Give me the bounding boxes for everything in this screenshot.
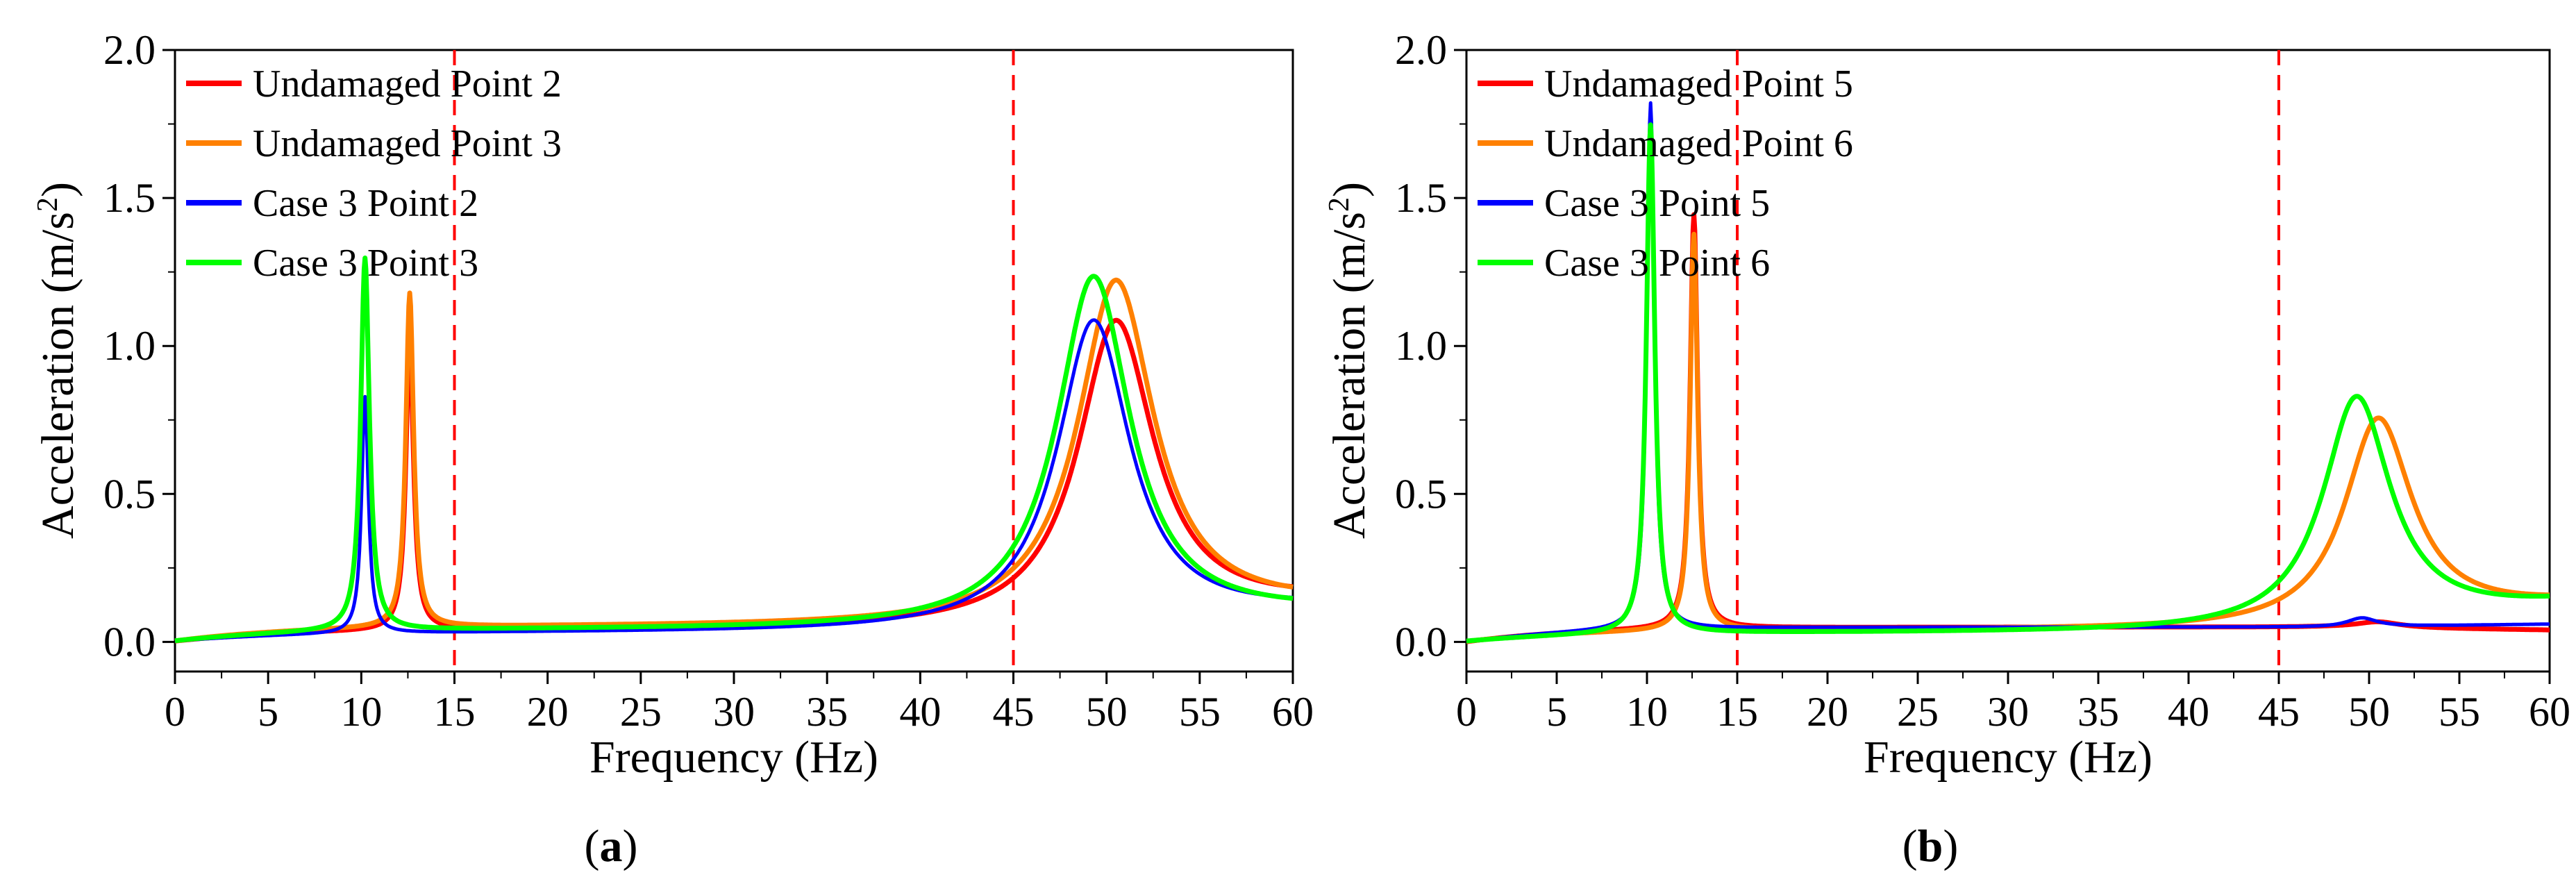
legend-label: Undamaged Point 3: [253, 122, 562, 165]
y-axis-title-main: Acceleration (m/s: [33, 212, 83, 539]
series-line: [1464, 122, 2552, 644]
x-tick-labels: 0 5 10 15 20 25 30 35 40 45 50 55 60: [165, 689, 1314, 735]
panel-b: 0 5 10 15 20 25 30 35 40 45 50 55 60 0.0 0.5 1.0 1.5 2.0…: [1323, 27, 2570, 872]
x-tick-label: 60: [1272, 689, 1314, 735]
y-tick-labels: 0.0 0.5 1.0 1.5 2.0: [1395, 27, 1447, 665]
reference-lines: [453, 50, 1015, 672]
y-axis-title-superscript: 2: [1323, 197, 1355, 212]
x-tick-label: 20: [527, 689, 569, 735]
x-tick-label: 15: [1716, 689, 1758, 735]
y-axis-title-superscript: 2: [32, 197, 64, 212]
y-axis-title-main: Acceleration (m/s: [1324, 212, 1375, 539]
legend: Undamaged Point 2 Undamaged Point 3 Case 3…: [186, 62, 562, 285]
x-tick-label: 40: [899, 689, 941, 735]
series-line: [173, 256, 1295, 644]
x-tick-label: 5: [1546, 689, 1567, 735]
y-axis-title-close: ): [1324, 182, 1375, 197]
y-tick-label: 2.0: [1395, 27, 1447, 73]
reference-lines: [1736, 50, 2280, 672]
y-tick-label: 1.5: [1395, 175, 1447, 221]
legend-label: Case 3 Point 5: [1544, 182, 1770, 225]
y-tick-label: 0.0: [1395, 619, 1447, 665]
x-tick-label: 30: [713, 689, 755, 735]
x-tick-label: 55: [1179, 689, 1221, 735]
x-tick-label: 25: [620, 689, 662, 735]
y-tick-label: 0.0: [103, 619, 156, 665]
x-tick-label: 25: [1897, 689, 1939, 735]
y-axis-title-close: ): [33, 182, 83, 197]
y-tick-label: 1.0: [103, 323, 156, 369]
y-axis-title: Acceleration (m/s2): [1323, 182, 1375, 539]
x-tick-label: 50: [1086, 689, 1128, 735]
legend-label: Undamaged Point 6: [1544, 122, 1853, 165]
legend-label: Undamaged Point 5: [1544, 62, 1853, 106]
x-tick-label: 45: [2258, 689, 2300, 735]
x-tick-label: 15: [434, 689, 476, 735]
x-tick-label: 40: [2168, 689, 2209, 735]
y-tick-label: 2.0: [103, 27, 156, 73]
x-tick-label: 10: [1626, 689, 1668, 735]
y-tick-label: 1.5: [103, 175, 156, 221]
x-tick-label: 35: [2077, 689, 2119, 735]
x-tick-label: 10: [340, 689, 382, 735]
x-tick-label: 20: [1807, 689, 1848, 735]
series-line: [173, 277, 1295, 644]
series-curves: [1464, 101, 2552, 644]
x-tick-label: 45: [993, 689, 1035, 735]
x-tick-label: 60: [2529, 689, 2570, 735]
x-axis-title: Frequency (Hz): [1864, 732, 2152, 783]
x-tick-label: 0: [1456, 689, 1477, 735]
legend-label: Case 3 Point 3: [253, 242, 478, 285]
x-tick-label: 30: [1987, 689, 2029, 735]
axis-ticks: [1454, 49, 2551, 684]
x-tick-label: 5: [258, 689, 278, 735]
series-line: [174, 318, 1294, 643]
panel-a: 0 5 10 15 20 25 30 35 40 45 50 55 60 0.0 0.5 1.0 1.5 2.0…: [32, 27, 1314, 872]
y-tick-label: 1.0: [1395, 323, 1447, 369]
legend-label: Case 3 Point 2: [253, 182, 478, 225]
panel-caption: (a): [585, 821, 638, 872]
legend-label: Undamaged Point 2: [253, 62, 562, 106]
x-tick-label: 50: [2348, 689, 2390, 735]
y-tick-label: 0.5: [1395, 471, 1447, 517]
series-line: [173, 317, 1295, 644]
y-axis-title: Acceleration (m/s2): [32, 182, 83, 539]
y-tick-label: 0.5: [103, 471, 156, 517]
panel-caption: (b): [1902, 821, 1959, 872]
x-tick-labels: 0 5 10 15 20 25 30 35 40 45 50 55 60: [1456, 689, 2570, 735]
x-axis-title: Frequency (Hz): [589, 732, 878, 783]
x-tick-label: 0: [165, 689, 185, 735]
legend: Undamaged Point 5 Undamaged Point 6 Case 3…: [1478, 62, 1853, 285]
x-tick-label: 35: [806, 689, 848, 735]
series-curves: [173, 256, 1295, 644]
y-tick-labels: 0.0 0.5 1.0 1.5 2.0: [103, 27, 156, 665]
axis-ticks: [162, 49, 1294, 684]
x-tick-label: 55: [2439, 689, 2480, 735]
legend-label: Case 3 Point 6: [1544, 242, 1770, 285]
series-line: [1464, 231, 2552, 644]
